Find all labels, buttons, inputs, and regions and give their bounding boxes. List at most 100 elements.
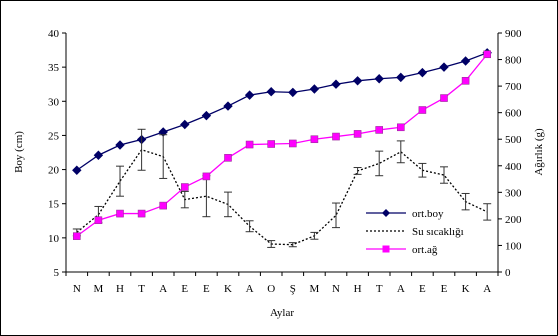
error-bar bbox=[461, 192, 470, 211]
x-axis-title: Aylar bbox=[270, 307, 294, 319]
right-tick-label: 300 bbox=[505, 187, 522, 199]
x-tick-label: A bbox=[246, 283, 254, 295]
right-tick-label: 0 bbox=[505, 267, 511, 279]
error-bar bbox=[159, 134, 168, 179]
left-tick-label: 40 bbox=[48, 28, 60, 40]
x-tick-label: T bbox=[376, 283, 383, 295]
data-point bbox=[201, 110, 212, 121]
x-tick-label: A bbox=[159, 283, 167, 295]
data-point bbox=[418, 106, 427, 114]
right-tick-label: 100 bbox=[505, 240, 522, 252]
data-point bbox=[73, 232, 81, 240]
legend-label: Su sıcaklığı bbox=[412, 226, 464, 238]
data-point bbox=[115, 140, 125, 150]
data-point bbox=[94, 216, 103, 225]
data-point bbox=[245, 140, 254, 149]
data-point bbox=[332, 132, 340, 141]
error-bar bbox=[245, 220, 254, 233]
data-point bbox=[417, 67, 428, 78]
x-tick-label: N bbox=[332, 283, 340, 295]
data-point bbox=[461, 77, 470, 85]
x-tick-label: E bbox=[203, 283, 210, 295]
right-tick-label: 700 bbox=[505, 81, 522, 93]
legend-label: ort.ağ bbox=[412, 244, 438, 256]
y-axis-left-title: Boy (cm) bbox=[13, 131, 25, 173]
right-tick-label: 800 bbox=[505, 55, 522, 67]
data-point bbox=[310, 135, 319, 144]
data-point bbox=[266, 87, 276, 97]
right-tick-label: 600 bbox=[505, 108, 522, 120]
error-bar bbox=[267, 240, 276, 248]
data-point bbox=[352, 76, 363, 86]
x-tick-label: E bbox=[181, 283, 188, 295]
x-tick-label: H bbox=[354, 283, 362, 295]
error-bar bbox=[180, 190, 189, 209]
x-tick-label: K bbox=[462, 283, 470, 295]
error-bar bbox=[137, 128, 146, 171]
data-point bbox=[331, 79, 341, 89]
legend-item: ort.ağ bbox=[366, 244, 438, 256]
legend-marker bbox=[382, 245, 390, 253]
error-bar bbox=[116, 165, 124, 197]
error-bar bbox=[353, 167, 362, 175]
data-point bbox=[181, 183, 189, 191]
data-point bbox=[396, 72, 406, 83]
data-point bbox=[93, 150, 104, 160]
x-tick-label: M bbox=[94, 283, 104, 295]
data-point bbox=[72, 165, 82, 175]
left-tick-label: 5 bbox=[54, 267, 60, 279]
error-bar bbox=[483, 203, 492, 221]
data-point bbox=[483, 50, 492, 59]
data-point bbox=[396, 123, 405, 132]
x-tick-label: K bbox=[224, 283, 232, 295]
x-tick-label: O bbox=[267, 283, 275, 295]
series-line bbox=[76, 149, 488, 246]
right-tick-label: 500 bbox=[505, 134, 522, 146]
data-point bbox=[180, 119, 190, 130]
left-tick-label: 35 bbox=[48, 62, 60, 74]
x-tick-label: T bbox=[138, 283, 145, 295]
data-point bbox=[440, 94, 448, 102]
data-point bbox=[460, 56, 471, 66]
error-bar bbox=[224, 191, 232, 218]
x-tick-label: A bbox=[397, 283, 405, 295]
left-tick-label: 10 bbox=[48, 233, 60, 245]
data-point bbox=[116, 209, 124, 218]
data-point bbox=[223, 101, 233, 111]
data-point bbox=[137, 209, 146, 218]
x-tick-label: M bbox=[310, 283, 320, 295]
data-point bbox=[288, 139, 297, 148]
data-point bbox=[439, 62, 449, 72]
error-bar bbox=[288, 242, 297, 248]
data-point bbox=[288, 87, 298, 98]
x-tick-label: H bbox=[116, 283, 124, 295]
left-tick-label: 15 bbox=[48, 199, 60, 211]
data-point bbox=[202, 172, 211, 181]
data-point bbox=[224, 154, 232, 162]
left-tick-label: 30 bbox=[48, 96, 60, 108]
series-2 bbox=[73, 50, 492, 240]
x-tick-label: A bbox=[483, 283, 491, 295]
error-bar bbox=[440, 166, 448, 184]
x-tick-label: Ş bbox=[290, 283, 296, 295]
x-tick-label: E bbox=[441, 283, 448, 295]
series-layer bbox=[72, 48, 492, 248]
right-tick-label: 400 bbox=[505, 161, 522, 173]
data-point bbox=[353, 130, 362, 138]
x-tick-label: E bbox=[419, 283, 426, 295]
left-y-ticks: 5 10 15 20 25 30 35 40 bbox=[48, 28, 66, 279]
data-point bbox=[159, 201, 167, 210]
error-bar bbox=[396, 140, 405, 164]
data-point bbox=[244, 90, 255, 100]
error-bar bbox=[332, 202, 340, 229]
right-tick-label: 200 bbox=[505, 214, 522, 226]
data-point bbox=[309, 84, 320, 94]
y-axis-right-title: Ağırlık (g) bbox=[533, 128, 545, 176]
left-tick-label: 20 bbox=[48, 165, 60, 177]
right-tick-label: 900 bbox=[505, 28, 522, 40]
x-tick-label: N bbox=[73, 283, 81, 295]
error-bar bbox=[375, 150, 384, 177]
